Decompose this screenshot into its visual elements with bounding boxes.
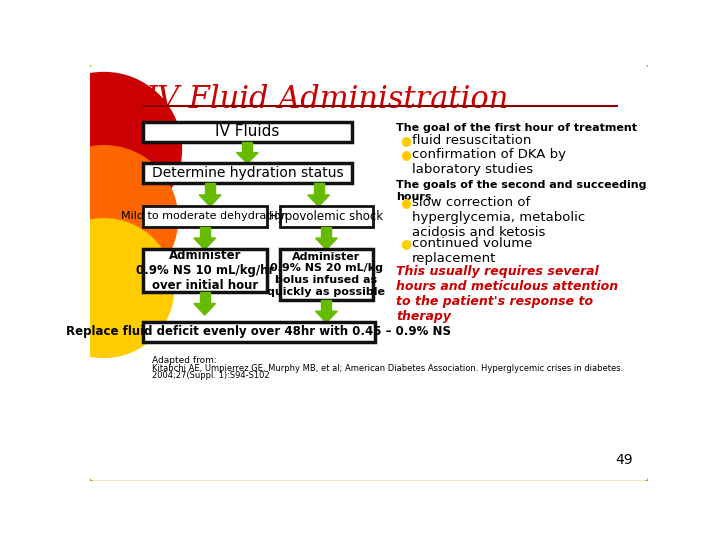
Polygon shape <box>307 195 330 206</box>
Text: This usually requires several
hours and meticulous attention
to the patient's re: This usually requires several hours and … <box>396 265 618 323</box>
Text: 49: 49 <box>615 453 632 467</box>
Bar <box>143 122 352 142</box>
Text: Mild to moderate dehydration: Mild to moderate dehydration <box>122 212 288 221</box>
Circle shape <box>35 219 174 357</box>
Text: IV Fluids: IV Fluids <box>215 124 279 139</box>
Bar <box>322 300 331 311</box>
Bar <box>314 184 323 195</box>
Bar <box>280 249 373 300</box>
Bar <box>143 322 375 342</box>
Bar <box>200 226 210 238</box>
Bar <box>280 206 373 226</box>
Text: continued volume
replacement: continued volume replacement <box>412 237 532 265</box>
Text: fluid resuscitation: fluid resuscitation <box>412 134 531 147</box>
Text: confirmation of DKA by
laboratory studies: confirmation of DKA by laboratory studie… <box>412 148 566 176</box>
Text: Adapted from:: Adapted from: <box>152 356 217 365</box>
Polygon shape <box>315 311 337 323</box>
Circle shape <box>30 146 178 292</box>
Text: Administer
0.9% NS 10 mL/kg/hr
over initial hour: Administer 0.9% NS 10 mL/kg/hr over init… <box>135 249 274 292</box>
Text: Administer
0.9% NS 20 mL/kg
bolus infused as
quickly as possible: Administer 0.9% NS 20 mL/kg bolus infuse… <box>267 252 385 296</box>
Bar <box>143 164 352 184</box>
Text: 2004;27(Suppl. 1):S94-S102: 2004;27(Suppl. 1):S94-S102 <box>152 372 269 380</box>
Polygon shape <box>194 238 215 249</box>
Text: The goals of the second and succeeding
hours: The goals of the second and succeeding h… <box>396 180 647 202</box>
Text: slow correction of
hyperglycemia, metabolic
acidosis and ketosis: slow correction of hyperglycemia, metabo… <box>412 195 585 239</box>
Bar <box>200 292 210 303</box>
Circle shape <box>27 72 181 226</box>
Text: Kitabchi AE, Umpierrez GE, Murphy MB, et al; American Diabetes Association. Hype: Kitabchi AE, Umpierrez GE, Murphy MB, et… <box>152 363 624 373</box>
Text: ●: ● <box>401 148 412 161</box>
Text: Replace fluid deficit evenly over 48hr with 0.45 – 0.9% NS: Replace fluid deficit evenly over 48hr w… <box>66 326 451 339</box>
Text: The goal of the first hour of treatment: The goal of the first hour of treatment <box>396 123 637 133</box>
Text: ●: ● <box>401 134 412 147</box>
Text: ●: ● <box>401 195 412 208</box>
Bar <box>322 226 331 238</box>
Bar <box>205 184 215 195</box>
Polygon shape <box>236 153 258 164</box>
Bar <box>143 249 266 292</box>
Bar <box>143 206 266 226</box>
FancyBboxPatch shape <box>89 63 649 482</box>
Text: ●: ● <box>401 237 412 250</box>
Polygon shape <box>199 195 221 206</box>
Bar <box>243 142 252 153</box>
Text: Hypovolemic shock: Hypovolemic shock <box>269 210 384 223</box>
Polygon shape <box>315 238 337 249</box>
Text: Determine hydration status: Determine hydration status <box>151 166 343 180</box>
Text: IV Fluid Administration: IV Fluid Administration <box>145 84 509 115</box>
Polygon shape <box>194 303 215 315</box>
